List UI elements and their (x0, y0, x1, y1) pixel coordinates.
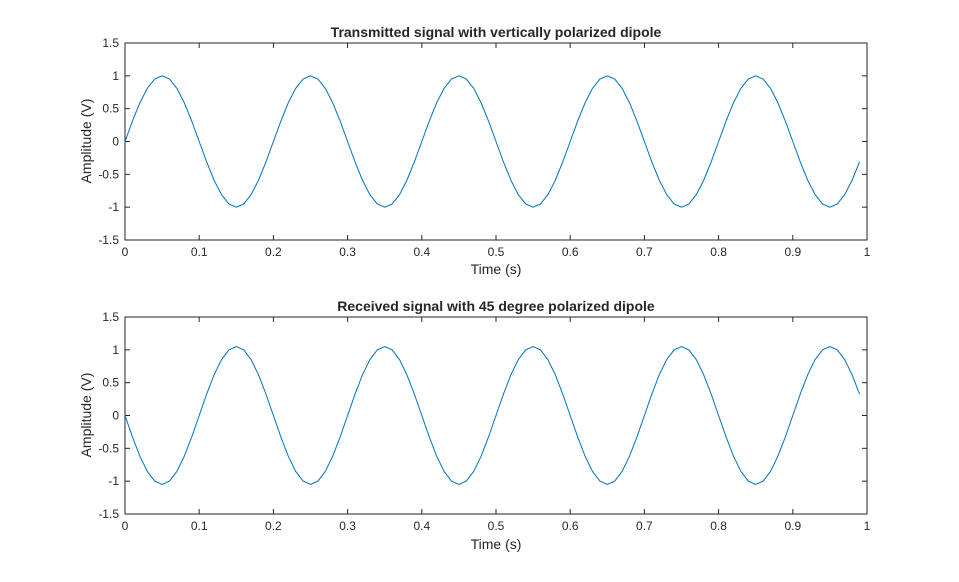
axes-received: Received signal with 45 degree polarized… (78, 298, 871, 552)
x-tick-label: 0.5 (488, 245, 505, 259)
y-tick-label: -0.5 (98, 441, 119, 455)
x-tick-label: 0 (122, 245, 129, 259)
x-tick-label: 0.9 (784, 245, 801, 259)
chart-title: Transmitted signal with vertically polar… (331, 24, 662, 40)
y-tick-label: -1 (108, 474, 119, 488)
x-tick-label: 0 (122, 519, 129, 533)
chart-title: Received signal with 45 degree polarized… (337, 298, 655, 314)
y-tick-label: 1 (112, 69, 119, 83)
x-tick-label: 0.9 (784, 519, 801, 533)
x-tick-label: 1 (864, 519, 871, 533)
y-tick-label: 0.5 (102, 102, 119, 116)
x-tick-label: 0.4 (413, 245, 430, 259)
x-tick-label: 0.1 (191, 245, 208, 259)
x-tick-label: 0.6 (562, 245, 579, 259)
x-tick-label: 0.8 (710, 519, 727, 533)
x-tick-label: 0.7 (636, 245, 653, 259)
x-tick-label: 0.2 (265, 519, 282, 533)
y-ticks: -1.5 -1 -0.5 0 0.5 1 1.5 (98, 36, 867, 247)
x-tick-label: 0.8 (710, 245, 727, 259)
y-tick-label: 1.5 (102, 36, 119, 50)
x-tick-label: 0.3 (339, 519, 356, 533)
x-tick-label: 0.5 (488, 519, 505, 533)
x-tick-label: 0.7 (636, 519, 653, 533)
x-ticks: 0 0.1 0.2 0.3 0.4 0.5 0.6 0.7 0.8 0.9 1 (122, 317, 871, 533)
x-tick-label: 0.3 (339, 245, 356, 259)
y-tick-label: 0 (112, 409, 119, 423)
y-tick-label: -1.5 (98, 233, 119, 247)
series-line (124, 346, 861, 485)
x-tick-label: 0.4 (413, 519, 430, 533)
y-tick-label: 1 (112, 343, 119, 357)
y-tick-label: 0.5 (102, 376, 119, 390)
x-axis-label: Time (s) (471, 536, 522, 552)
x-tick-label: 0.2 (265, 245, 282, 259)
x-ticks: 0 0.1 0.2 0.3 0.4 0.5 0.6 0.7 0.8 0.9 1 (122, 43, 871, 259)
y-tick-label: -0.5 (98, 167, 119, 181)
y-ticks: -1.5 -1 -0.5 0 0.5 1 1.5 (98, 310, 867, 521)
x-tick-label: 1 (864, 245, 871, 259)
x-tick-label: 0.6 (562, 519, 579, 533)
y-tick-label: -1 (108, 200, 119, 214)
y-tick-label: 1.5 (102, 310, 119, 324)
y-tick-label: -1.5 (98, 507, 119, 521)
y-tick-label: 0 (112, 135, 119, 149)
axes-transmitted: Transmitted signal with vertically polar… (78, 24, 871, 277)
x-axis-label: Time (s) (471, 261, 522, 277)
x-tick-label: 0.1 (191, 519, 208, 533)
y-axis-label: Amplitude (V) (78, 373, 94, 458)
series-line (124, 75, 861, 208)
y-axis-label: Amplitude (V) (78, 99, 94, 184)
